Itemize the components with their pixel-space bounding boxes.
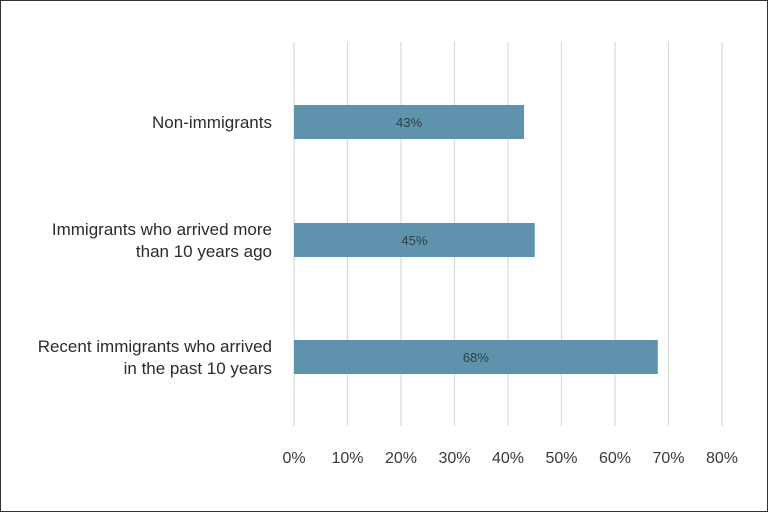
bar-value-label: 43% bbox=[396, 115, 422, 130]
bar-value-label: 68% bbox=[463, 350, 489, 365]
category-label: Recent immigrants who arrived in the past… bbox=[38, 337, 272, 378]
category-label-line: in the past 10 years bbox=[124, 359, 272, 378]
x-axis-ticks: 0% 10% 20% 30% 40% 50% 60% 70% 80% bbox=[282, 450, 738, 467]
x-tick-label: 0% bbox=[282, 450, 305, 467]
x-tick-label: 80% bbox=[706, 450, 738, 467]
x-tick-label: 60% bbox=[599, 450, 631, 467]
category-label: Non-immigrants bbox=[152, 113, 272, 132]
x-tick-label: 50% bbox=[545, 450, 577, 467]
x-tick-label: 70% bbox=[652, 450, 684, 467]
x-tick-label: 20% bbox=[385, 450, 417, 467]
category-labels: Non-immigrants Immigrants who arrived mor… bbox=[38, 113, 272, 378]
bar-value-label: 45% bbox=[401, 233, 427, 248]
bars: 43% 45% 68% bbox=[294, 105, 658, 374]
category-label-line: Non-immigrants bbox=[152, 113, 272, 132]
x-tick-label: 10% bbox=[331, 450, 363, 467]
bar bbox=[294, 340, 658, 374]
category-label: Immigrants who arrived more than 10 years… bbox=[52, 220, 272, 261]
x-tick-label: 40% bbox=[492, 450, 524, 467]
bar bbox=[294, 105, 525, 139]
category-label-line: Recent immigrants who arrived bbox=[38, 337, 272, 356]
category-label-line: Immigrants who arrived more bbox=[52, 220, 272, 239]
bar bbox=[294, 223, 535, 257]
x-tick-label: 30% bbox=[438, 450, 470, 467]
category-label-line: than 10 years ago bbox=[136, 242, 272, 261]
